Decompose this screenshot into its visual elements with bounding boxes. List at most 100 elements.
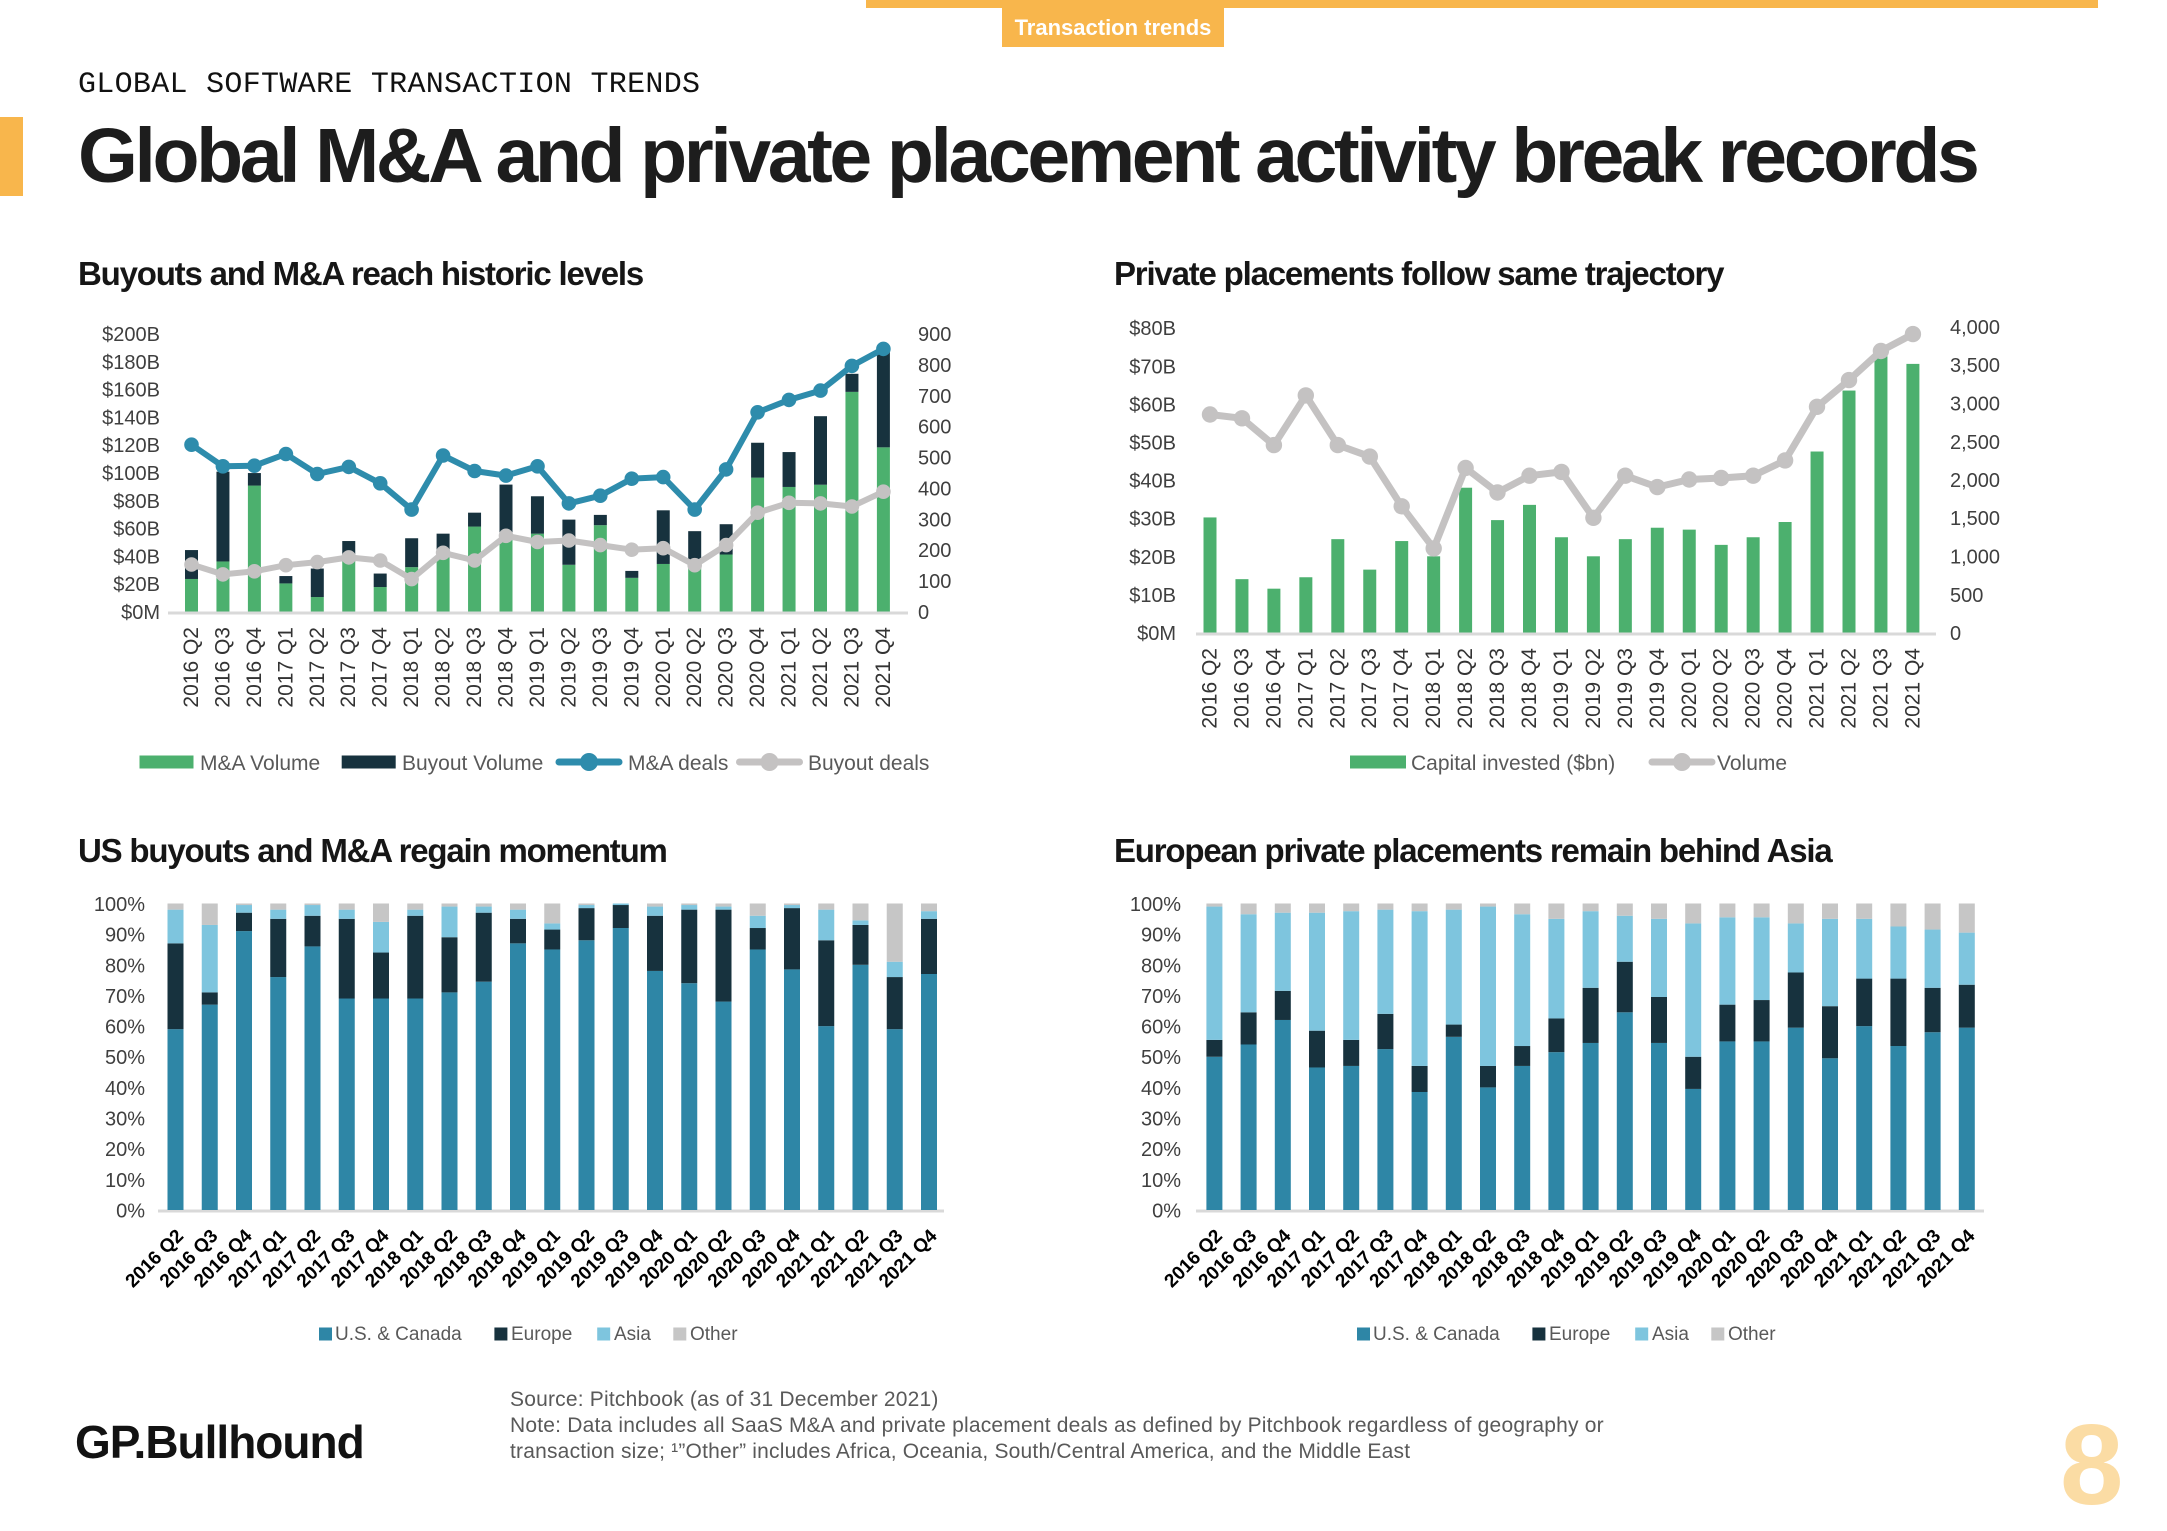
svg-text:4,000: 4,000 — [1950, 317, 2000, 339]
svg-text:700: 700 — [918, 386, 951, 408]
svg-text:2019 Q4: 2019 Q4 — [620, 627, 643, 708]
svg-text:2019 Q2: 2019 Q2 — [557, 627, 580, 708]
svg-text:2016 Q2: 2016 Q2 — [1199, 648, 1222, 729]
svg-text:2020 Q2: 2020 Q2 — [683, 627, 706, 708]
svg-text:2016 Q3: 2016 Q3 — [211, 627, 234, 708]
svg-text:50%: 50% — [105, 1047, 145, 1069]
svg-text:50%: 50% — [1141, 1047, 1181, 1069]
svg-text:$80B: $80B — [113, 491, 160, 513]
svg-text:2016 Q3: 2016 Q3 — [1231, 648, 1254, 729]
svg-text:$50B: $50B — [1129, 433, 1176, 455]
svg-text:2021 Q4: 2021 Q4 — [872, 627, 895, 708]
svg-text:Capital invested ($bn): Capital invested ($bn) — [1411, 752, 1615, 775]
svg-text:$20B: $20B — [113, 574, 160, 596]
svg-text:$40B: $40B — [1129, 471, 1176, 493]
svg-text:Asia: Asia — [614, 1324, 651, 1345]
svg-text:2018 Q2: 2018 Q2 — [1454, 648, 1477, 729]
svg-text:Europe: Europe — [511, 1324, 572, 1345]
svg-text:2017 Q3: 2017 Q3 — [1358, 648, 1381, 729]
svg-text:3,000: 3,000 — [1950, 394, 2000, 416]
svg-text:2017 Q2: 2017 Q2 — [306, 627, 329, 708]
svg-text:$80B: $80B — [1129, 318, 1176, 340]
svg-text:$180B: $180B — [102, 352, 160, 374]
svg-text:Other: Other — [690, 1324, 738, 1345]
svg-text:U.S. & Canada: U.S. & Canada — [1373, 1324, 1500, 1345]
svg-text:Buyout Volume: Buyout Volume — [402, 752, 543, 775]
svg-text:1,000: 1,000 — [1950, 547, 2000, 569]
svg-text:2016 Q2: 2016 Q2 — [180, 627, 203, 708]
svg-text:2021 Q4: 2021 Q4 — [1901, 648, 1924, 729]
svg-text:100%: 100% — [1130, 894, 1181, 916]
svg-text:2,500: 2,500 — [1950, 432, 2000, 454]
svg-text:2020 Q4: 2020 Q4 — [746, 627, 769, 708]
svg-text:600: 600 — [918, 417, 951, 439]
svg-text:2020 Q4: 2020 Q4 — [1774, 648, 1797, 729]
svg-text:2021 Q2: 2021 Q2 — [1838, 648, 1861, 729]
svg-text:$70B: $70B — [1129, 356, 1176, 378]
svg-text:2021 Q3: 2021 Q3 — [1869, 648, 1892, 729]
svg-text:60%: 60% — [105, 1017, 145, 1039]
svg-text:Buyout deals: Buyout deals — [808, 752, 929, 775]
svg-text:0%: 0% — [1152, 1201, 1181, 1223]
svg-text:2019 Q3: 2019 Q3 — [1614, 648, 1637, 729]
svg-text:30%: 30% — [105, 1109, 145, 1131]
svg-text:2017 Q3: 2017 Q3 — [337, 627, 360, 708]
svg-text:2021 Q1: 2021 Q1 — [778, 627, 801, 708]
svg-text:300: 300 — [918, 509, 951, 531]
svg-text:2019 Q2: 2019 Q2 — [1582, 648, 1605, 729]
svg-text:80%: 80% — [105, 955, 145, 977]
svg-text:500: 500 — [918, 448, 951, 470]
svg-text:10%: 10% — [105, 1170, 145, 1192]
svg-text:$60B: $60B — [1129, 394, 1176, 416]
svg-text:10%: 10% — [1141, 1170, 1181, 1192]
svg-text:2018 Q3: 2018 Q3 — [1486, 648, 1509, 729]
svg-text:2020 Q1: 2020 Q1 — [652, 627, 675, 708]
svg-text:U.S. & Canada: U.S. & Canada — [335, 1324, 462, 1345]
svg-text:100%: 100% — [94, 894, 145, 916]
svg-text:0: 0 — [1950, 623, 1961, 645]
svg-text:70%: 70% — [1141, 986, 1181, 1008]
svg-text:80%: 80% — [1141, 955, 1181, 977]
svg-text:$0M: $0M — [121, 602, 160, 624]
svg-text:1,500: 1,500 — [1950, 508, 2000, 530]
svg-text:2018 Q4: 2018 Q4 — [1518, 648, 1541, 729]
svg-text:2017 Q4: 2017 Q4 — [369, 627, 392, 708]
svg-text:2017 Q2: 2017 Q2 — [1326, 648, 1349, 729]
svg-text:2019 Q1: 2019 Q1 — [526, 627, 549, 708]
svg-text:3,500: 3,500 — [1950, 355, 2000, 377]
svg-text:2021 Q1: 2021 Q1 — [1806, 648, 1829, 729]
svg-text:90%: 90% — [105, 925, 145, 947]
svg-text:2018 Q3: 2018 Q3 — [463, 627, 486, 708]
svg-text:2020 Q2: 2020 Q2 — [1710, 648, 1733, 729]
svg-text:90%: 90% — [1141, 925, 1181, 947]
svg-text:2017 Q1: 2017 Q1 — [274, 627, 297, 708]
svg-text:2019 Q4: 2019 Q4 — [1646, 648, 1669, 729]
svg-text:$60B: $60B — [113, 519, 160, 541]
svg-text:70%: 70% — [105, 986, 145, 1008]
svg-text:2016 Q4: 2016 Q4 — [243, 627, 266, 708]
svg-text:2016 Q4: 2016 Q4 — [1262, 648, 1285, 729]
svg-text:2017 Q1: 2017 Q1 — [1294, 648, 1317, 729]
svg-text:2019 Q1: 2019 Q1 — [1550, 648, 1573, 729]
svg-text:200: 200 — [918, 540, 951, 562]
svg-text:2,000: 2,000 — [1950, 470, 2000, 492]
svg-text:$0M: $0M — [1137, 623, 1176, 645]
svg-text:2019 Q3: 2019 Q3 — [589, 627, 612, 708]
svg-text:2020 Q3: 2020 Q3 — [715, 627, 738, 708]
svg-text:2017 Q4: 2017 Q4 — [1390, 648, 1413, 729]
svg-text:30%: 30% — [1141, 1109, 1181, 1131]
svg-text:Volume: Volume — [1717, 752, 1787, 775]
svg-text:60%: 60% — [1141, 1017, 1181, 1039]
svg-text:0%: 0% — [116, 1201, 145, 1223]
svg-text:Europe: Europe — [1549, 1324, 1610, 1345]
svg-text:40%: 40% — [105, 1078, 145, 1100]
svg-text:$100B: $100B — [102, 463, 160, 485]
svg-text:$120B: $120B — [102, 435, 160, 457]
svg-text:2018 Q1: 2018 Q1 — [400, 627, 423, 708]
svg-text:400: 400 — [918, 478, 951, 500]
svg-text:900: 900 — [918, 324, 951, 346]
svg-text:M&A deals: M&A deals — [628, 752, 728, 775]
svg-text:100: 100 — [918, 571, 951, 593]
svg-text:800: 800 — [918, 355, 951, 377]
svg-text:2018 Q4: 2018 Q4 — [495, 627, 518, 708]
